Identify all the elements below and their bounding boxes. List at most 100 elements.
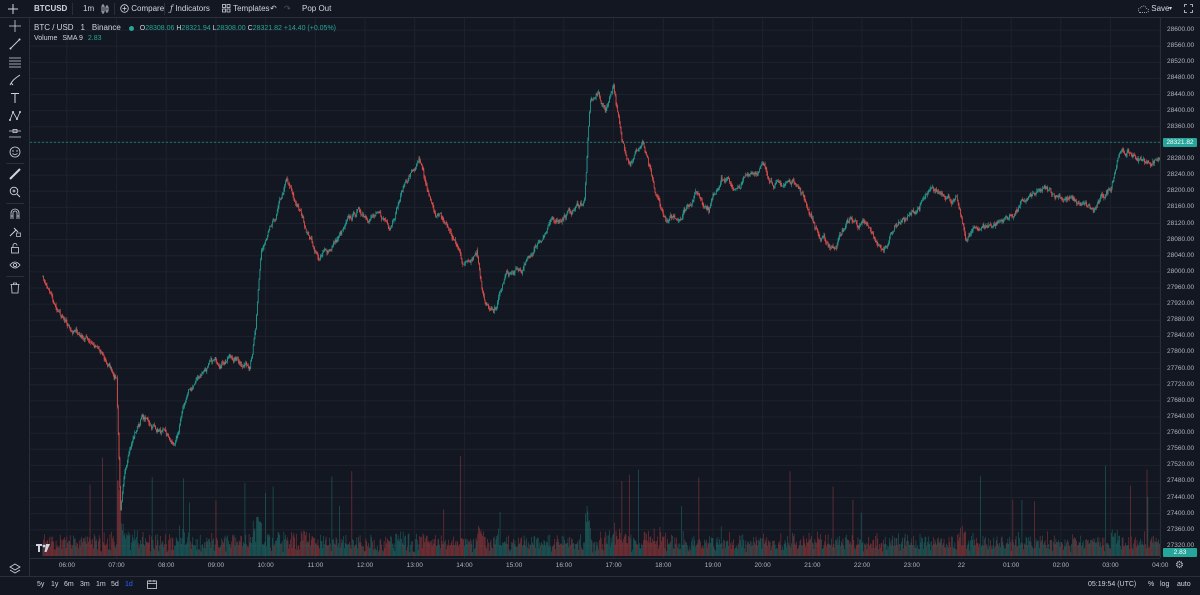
percent-toggle[interactable]: % [1148, 581, 1155, 588]
volume-bar [485, 546, 487, 556]
candle-body [124, 471, 126, 479]
range-5y[interactable]: 5y [37, 581, 45, 588]
candle-body [1154, 159, 1156, 161]
eye-icon[interactable] [7, 257, 23, 273]
candle-body [450, 230, 451, 232]
volume-bar [224, 535, 226, 556]
volume-bar [697, 539, 699, 556]
volume-bar [466, 544, 468, 556]
crosshair-menu-icon[interactable] [8, 0, 18, 18]
axis-settings-icon[interactable]: ⚙ [1175, 560, 1184, 571]
fib-icon[interactable] [7, 54, 23, 70]
time-axis[interactable]: 06:00 07:00 08:00 09:00 10:00 11:00 12:00 13:00… [30, 558, 1168, 576]
indicators-button[interactable]: ƒ Indicators [170, 0, 210, 18]
volume-bar [647, 530, 649, 556]
volume-bar [724, 540, 725, 556]
popout-button[interactable]: Pop Out [302, 4, 332, 13]
volume-bar [784, 540, 786, 556]
volume-bar [315, 543, 317, 556]
brush-icon[interactable] [7, 72, 23, 88]
candle-body [305, 228, 307, 233]
price-chart[interactable] [30, 18, 1160, 558]
fullscreen-icon[interactable] [1184, 0, 1193, 18]
auto-toggle[interactable]: auto [1177, 581, 1191, 588]
volume-bar [1056, 541, 1058, 556]
volume-bar [860, 512, 862, 556]
volume-bar [507, 543, 508, 556]
volume-bar [570, 544, 571, 556]
range-1y[interactable]: 1y [51, 581, 59, 588]
candle-body [370, 217, 372, 220]
volume-bar [575, 543, 576, 556]
volume-bar [360, 542, 362, 556]
range-1m[interactable]: 1m [96, 581, 106, 588]
candle-body [618, 112, 619, 117]
volume-bar [939, 541, 941, 556]
log-toggle[interactable]: log [1160, 581, 1170, 588]
undo-icon[interactable]: ↶ [270, 4, 277, 13]
volume-bar [123, 535, 125, 556]
candle-body [698, 193, 700, 196]
volume-bar [1060, 542, 1062, 556]
candle-body [874, 236, 875, 239]
candle-style-icon[interactable] [101, 0, 109, 18]
templates-button[interactable]: Templates [222, 0, 270, 18]
candle-body [645, 152, 647, 154]
crosshair-icon[interactable] [7, 18, 23, 34]
save-button[interactable]: Save [1137, 0, 1169, 18]
candle-body [425, 183, 427, 185]
pattern-icon[interactable] [7, 108, 23, 124]
volume-bar [1115, 533, 1116, 556]
candle-body [1077, 203, 1078, 205]
volume-bar [1119, 535, 1121, 556]
volume-bar [652, 538, 653, 556]
volume-bar [740, 535, 742, 556]
lock-drawings-icon[interactable] [7, 223, 23, 239]
text-icon[interactable] [7, 90, 23, 106]
lock-icon[interactable] [7, 240, 23, 256]
redo-icon[interactable]: ↷ [284, 4, 291, 13]
volume-bar [487, 538, 488, 556]
candle-body [877, 244, 879, 246]
magnet-icon[interactable] [7, 206, 23, 222]
price-axis[interactable]: 28600.00 28560.00 28520.00 28480.00 28440.00… [1160, 18, 1200, 558]
emoji-icon[interactable] [7, 144, 23, 160]
volume-bar [203, 547, 204, 556]
interval-button[interactable]: 1m [83, 4, 95, 13]
compare-button[interactable]: Compare [120, 0, 164, 18]
candle-body [261, 248, 263, 250]
zoom-icon[interactable] [7, 184, 23, 200]
candle-body [734, 188, 736, 190]
range-6m[interactable]: 6m [64, 581, 74, 588]
volume-bar [759, 537, 761, 556]
candle-body [156, 429, 158, 432]
volume-bar [1080, 535, 1082, 556]
utc-clock[interactable]: 05:19:54 (UTC) [1088, 581, 1137, 588]
volume-bar [424, 542, 426, 556]
candle-body [294, 198, 295, 202]
symbol-search[interactable]: BTCUSD [34, 4, 68, 13]
volume-bar [296, 550, 298, 556]
range-3m[interactable]: 3m [80, 581, 90, 588]
volume-bar [352, 539, 353, 556]
candle-body [98, 348, 100, 351]
volume-bar [948, 537, 950, 556]
candle-body [930, 188, 932, 190]
candle-body [903, 219, 905, 222]
goto-date-icon[interactable] [147, 580, 157, 591]
volume-bar [89, 484, 91, 556]
range-1d[interactable]: 1d [125, 581, 133, 588]
candle-body [731, 184, 733, 187]
candle-body [102, 354, 104, 356]
candle-body [708, 209, 710, 213]
volume-series [42, 455, 1160, 556]
layers-icon[interactable] [7, 561, 23, 577]
candle-body [983, 224, 985, 227]
chart-pane[interactable] [30, 18, 1160, 558]
range-5d[interactable]: 5d [111, 581, 119, 588]
save-dropdown-icon[interactable]: ▾ [1169, 6, 1173, 12]
trash-icon[interactable] [7, 280, 23, 296]
trend-line-icon[interactable] [7, 36, 23, 52]
ruler-icon[interactable] [7, 166, 23, 182]
forecast-icon[interactable] [7, 126, 23, 142]
